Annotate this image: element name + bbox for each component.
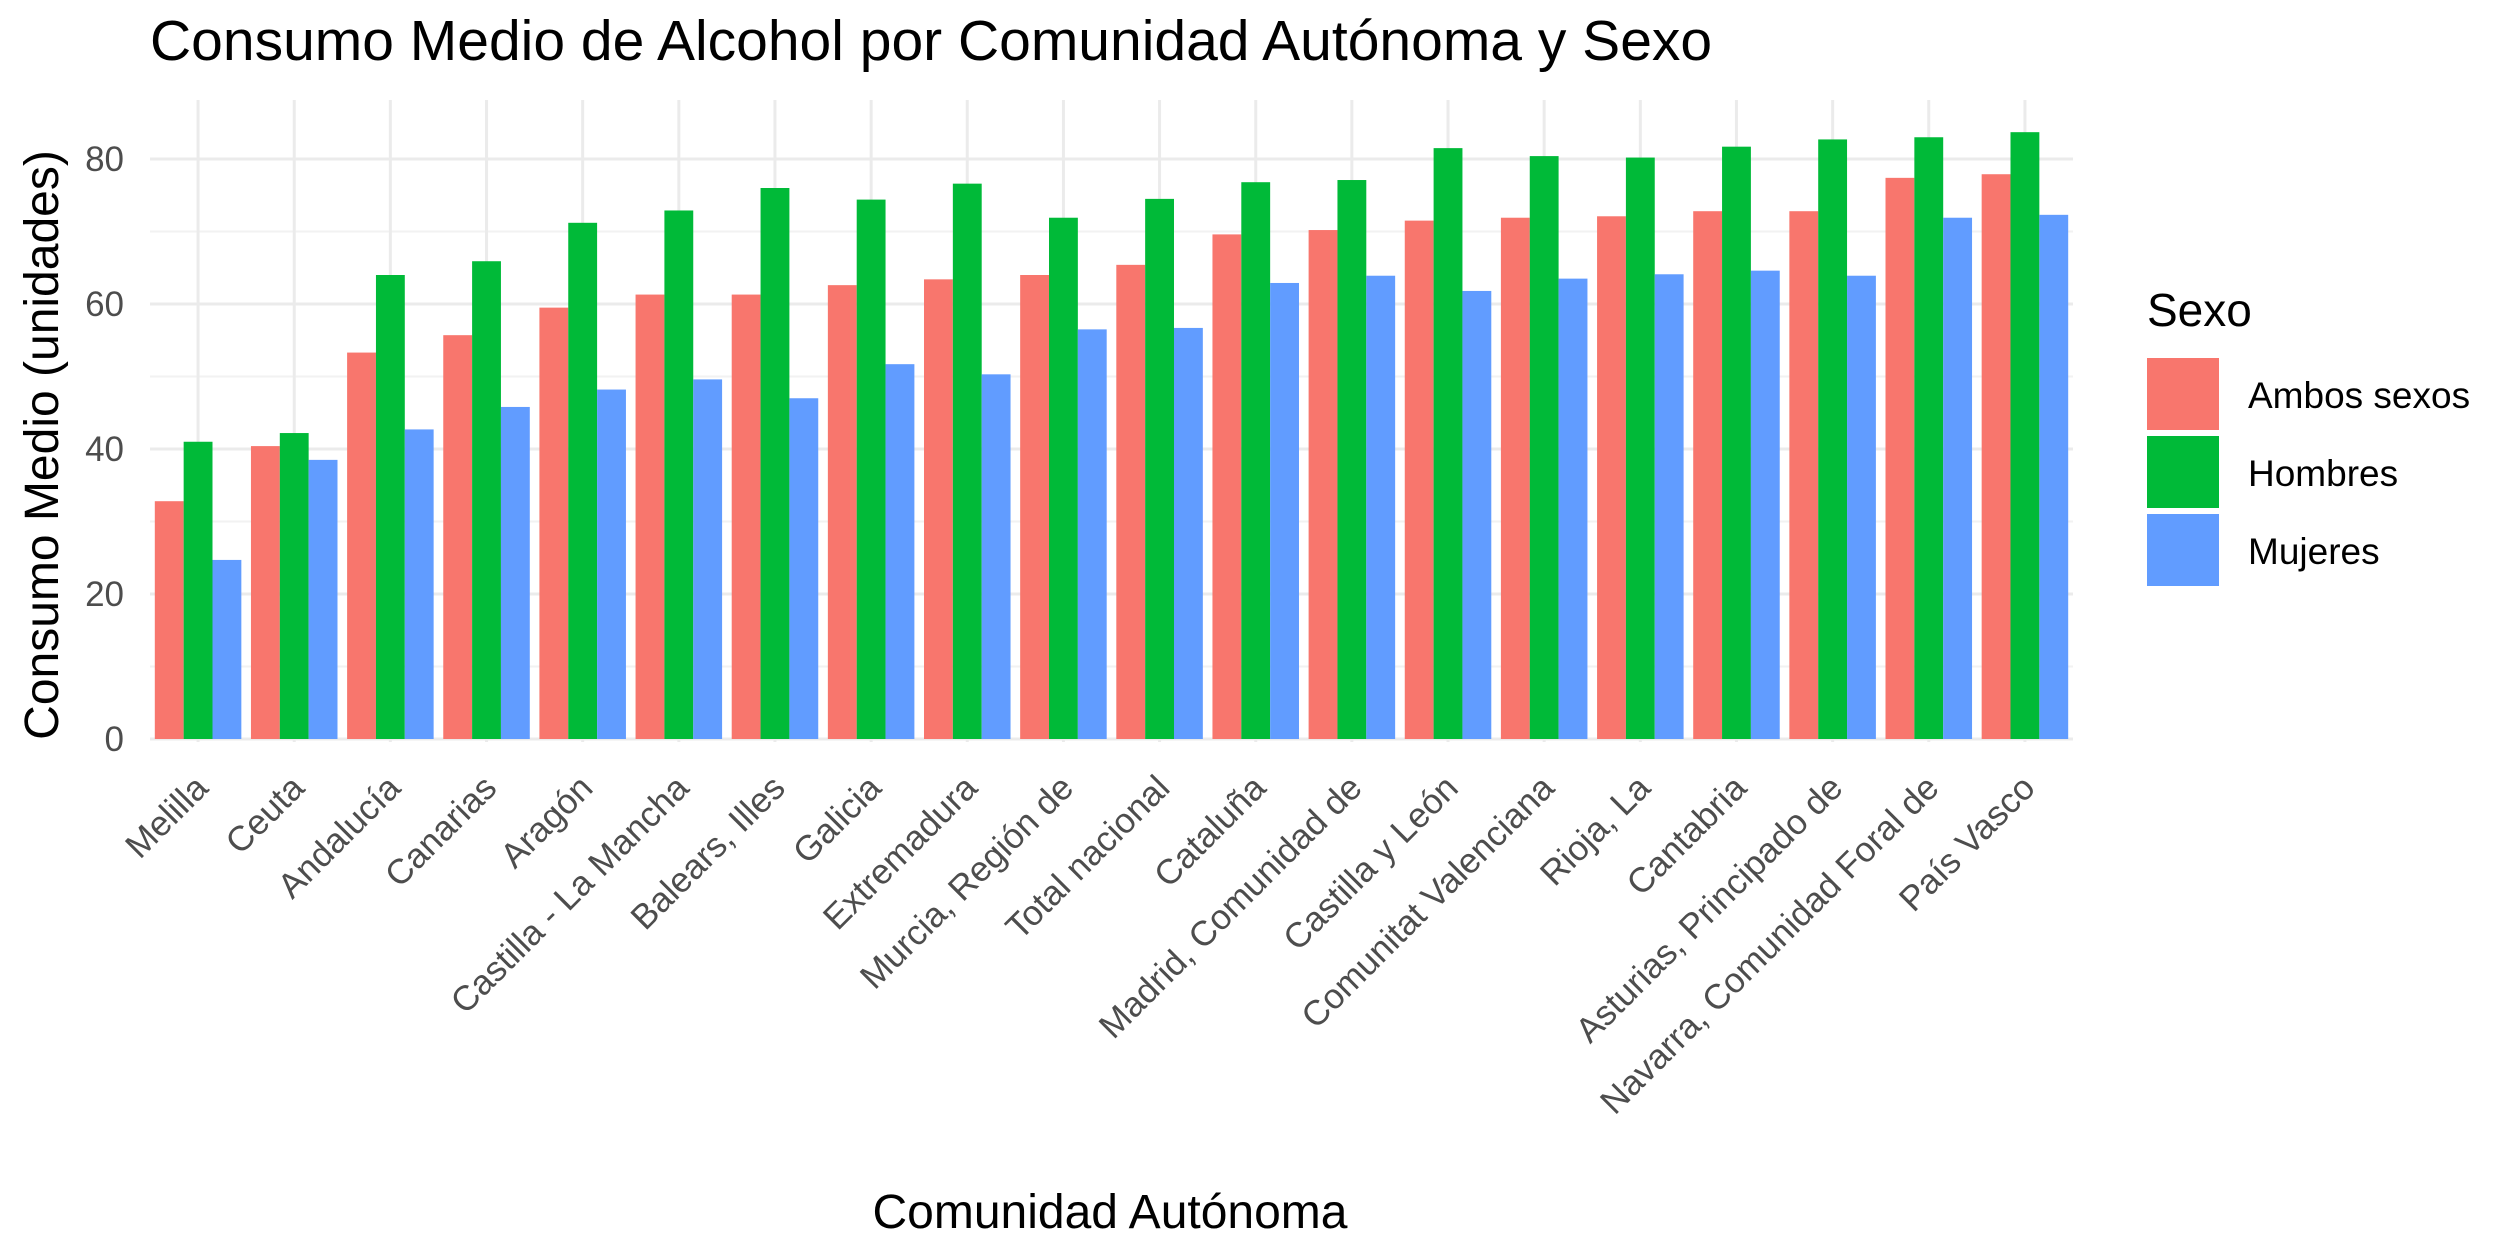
bar — [597, 389, 626, 739]
bars — [154, 132, 2069, 740]
bar — [693, 379, 723, 739]
bar — [404, 429, 434, 739]
bar — [981, 374, 1011, 739]
bar — [856, 199, 886, 740]
bar — [1818, 139, 1848, 740]
bar — [2010, 132, 2040, 740]
bar — [154, 501, 184, 739]
bar — [1020, 275, 1050, 739]
bar — [1500, 217, 1530, 740]
legend-swatch — [2147, 436, 2219, 508]
bar — [375, 275, 405, 739]
bar — [443, 335, 473, 739]
bar — [472, 261, 501, 739]
bar — [952, 183, 982, 739]
bar — [279, 433, 309, 739]
bar — [1597, 216, 1626, 739]
bar — [731, 294, 761, 739]
bar — [1722, 146, 1751, 740]
bar — [664, 210, 694, 740]
bar — [1885, 177, 1915, 740]
grid-lines — [150, 100, 2073, 742]
x-tick-label: Ceuta — [218, 768, 312, 862]
bar — [924, 279, 953, 739]
bar — [1173, 327, 1203, 739]
bar — [212, 559, 242, 739]
legend-swatch — [2147, 358, 2219, 430]
y-tick-label: 0 — [105, 720, 124, 759]
bar — [1145, 198, 1174, 739]
legend-title: Sexo — [2147, 284, 2252, 336]
y-tick-label: 20 — [85, 575, 124, 614]
bar — [1433, 148, 1463, 739]
bar — [1693, 211, 1723, 739]
bar — [635, 294, 665, 739]
bar — [308, 459, 338, 739]
bar — [1270, 282, 1299, 739]
bar — [568, 222, 598, 740]
x-tick-label: Total nacional — [998, 768, 1177, 947]
chart-title: Consumo Medio de Alcohol por Comunidad A… — [150, 9, 1713, 73]
bar — [1789, 211, 1819, 739]
bar — [1308, 230, 1338, 740]
bar — [1981, 174, 2011, 740]
legend-swatch — [2147, 514, 2219, 586]
bar — [1943, 217, 1973, 740]
bar — [1049, 217, 1078, 740]
bar — [1241, 182, 1271, 739]
y-axis-ticks: 0 20 40 60 80 — [85, 140, 124, 759]
x-axis-label: Comunidad Autónoma — [873, 1186, 1348, 1239]
legend: Sexo Ambos sexos Hombres Mujeres — [2147, 284, 2470, 586]
bar — [347, 352, 376, 739]
bar — [1116, 264, 1146, 739]
bar — [1558, 278, 1588, 739]
bar — [1529, 156, 1559, 740]
bar — [885, 364, 915, 739]
bar — [1337, 180, 1367, 739]
bar — [760, 188, 790, 739]
y-axis-label: Consumo Medio (unidades) — [16, 150, 69, 740]
y-tick-label: 40 — [85, 430, 124, 469]
y-tick-label: 80 — [85, 140, 124, 179]
legend-label: Mujeres — [2248, 531, 2380, 572]
bar — [1654, 274, 1684, 739]
bar — [539, 307, 569, 739]
bar — [1462, 290, 1492, 739]
bar — [2039, 214, 2069, 739]
bar — [789, 398, 819, 739]
bar — [1750, 270, 1780, 739]
legend-label: Ambos sexos — [2248, 375, 2470, 416]
bar — [1077, 329, 1107, 739]
x-axis-ticks: Melilla CeutaAndalucíaCanariasAragónCasti… — [118, 768, 2043, 1122]
bar — [1404, 220, 1434, 739]
x-tick-label: Castilla y León — [1276, 768, 1466, 958]
y-tick-label: 60 — [85, 285, 124, 324]
bar — [1212, 234, 1242, 739]
bar — [183, 441, 213, 739]
bar — [500, 406, 530, 739]
bar — [1914, 137, 1944, 739]
x-tick-label: Melilla — [118, 768, 216, 866]
bar — [250, 446, 280, 739]
bar — [1366, 275, 1396, 739]
bar — [1847, 275, 1876, 739]
bar — [827, 285, 857, 739]
bar — [1625, 157, 1655, 740]
legend-label: Hombres — [2248, 453, 2398, 494]
